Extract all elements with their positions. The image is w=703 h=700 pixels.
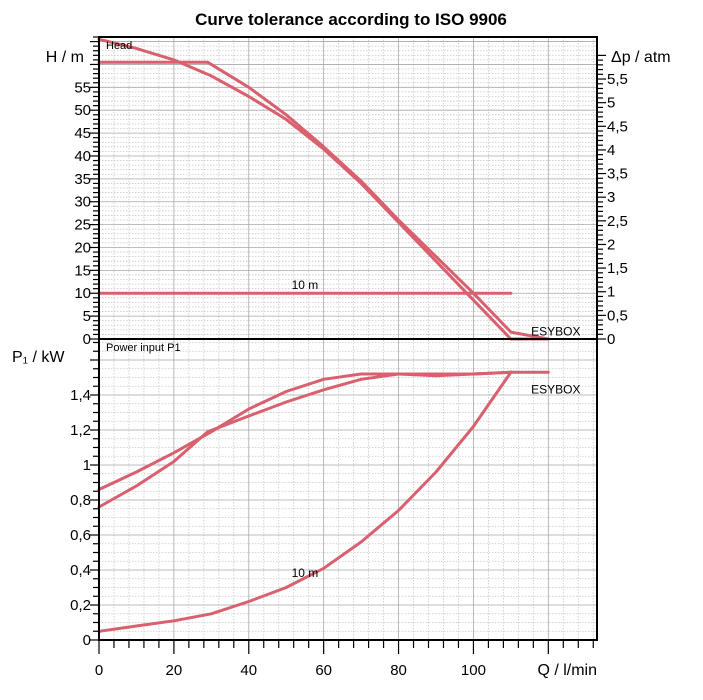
head-y-tick-label-right: 1 <box>607 284 615 301</box>
power-y-tick-label: 0,8 <box>70 492 91 509</box>
head-annotation: 10 m <box>292 278 319 292</box>
power-y-tick-label: 0,4 <box>70 562 91 579</box>
power-y-tick-label: 0 <box>83 632 91 649</box>
power-10m-curve <box>97 370 513 633</box>
head-y-tick-label: 15 <box>74 262 91 279</box>
frame-layer <box>90 36 606 654</box>
curve-layer <box>97 37 550 633</box>
power-annotation: 10 m <box>292 566 319 580</box>
power-y-tick-label: 1,4 <box>70 387 91 404</box>
head-y-tick-label-right: 2,5 <box>607 213 628 230</box>
power-annotation: ESYBOX <box>531 382 580 396</box>
head-annotation: ESYBOX <box>531 324 580 338</box>
head-y-axis-title: H / m <box>46 49 84 66</box>
head-y-tick-label-right: 3,5 <box>607 166 628 183</box>
power-y-tick-label: 0,2 <box>70 597 91 614</box>
chart-title: Curve tolerance according to ISO 9906 <box>195 10 507 29</box>
power-panel-frame <box>98 338 598 641</box>
head-y-tick-label: 35 <box>74 171 91 188</box>
head-y-tick-label-right: 4,5 <box>607 118 628 135</box>
head-lower-curve <box>97 60 550 341</box>
head-y-tick-label: 0 <box>83 331 91 348</box>
x-tick-label: 80 <box>390 662 407 679</box>
head-y-tick-label-right: 0 <box>607 331 615 348</box>
head-y-tick-label: 55 <box>74 79 91 96</box>
head-y-tick-label: 50 <box>74 102 91 119</box>
power-y-axis-title: P₁ / kW <box>12 349 65 366</box>
power-y-tick-label: 0,6 <box>70 527 91 544</box>
head-y-tick-label-right: 3 <box>607 189 615 206</box>
head-panel-label: Head <box>106 40 132 52</box>
x-tick-label: 60 <box>315 662 332 679</box>
head-y-tick-label: 20 <box>74 239 91 256</box>
x-tick-label: 40 <box>240 662 257 679</box>
head-y-axis-title-right: Δp / atm <box>611 49 671 66</box>
head-y-tick-label: 40 <box>74 148 91 165</box>
head-y-tick-label-right: 1,5 <box>607 260 628 277</box>
power-panel-label: Power input P1 <box>106 342 181 354</box>
head-y-tick-label: 30 <box>74 194 91 211</box>
head-y-tick-label-right: 2 <box>607 236 615 253</box>
x-tick-label: 100 <box>461 662 486 679</box>
power-y-tick-label: 1 <box>83 457 91 474</box>
head-y-tick-label-right: 5 <box>607 95 615 112</box>
x-tick-label: 20 <box>166 662 183 679</box>
head-y-tick-label: 45 <box>74 125 91 142</box>
text-layer: 051015202530354045505500,511,522,533,544… <box>12 10 671 679</box>
head-y-tick-label-right: 5,5 <box>607 71 628 88</box>
head-y-tick-label: 5 <box>83 308 91 325</box>
x-tick-label: 0 <box>95 662 103 679</box>
head-upper-curve <box>97 37 550 341</box>
power-y-tick-label: 1,2 <box>70 422 91 439</box>
head-y-tick-label-right: 0,5 <box>607 307 628 324</box>
x-axis-title: Q / l/min <box>537 662 597 679</box>
power-lower-curve <box>97 370 513 509</box>
head-y-tick-label: 10 <box>74 285 91 302</box>
head-y-tick-label: 25 <box>74 217 91 234</box>
head-y-tick-label-right: 4 <box>607 142 615 159</box>
